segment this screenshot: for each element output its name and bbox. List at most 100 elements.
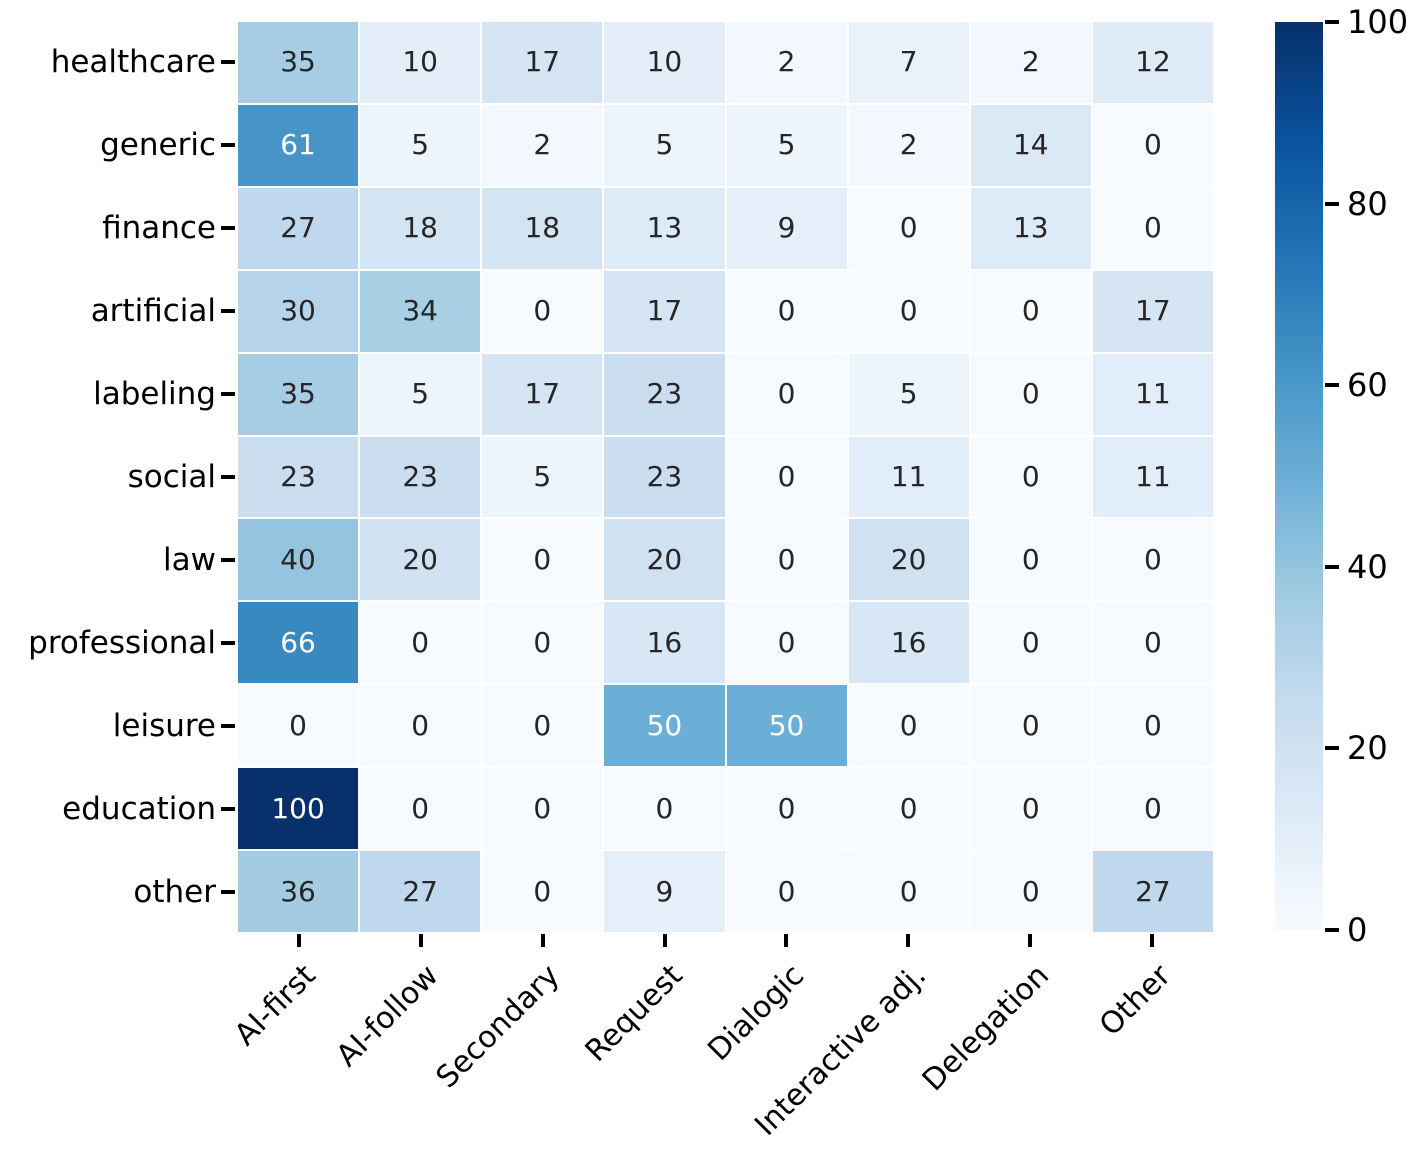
heatmap-cell: 5 [726,104,847,186]
heatmap-cell: 50 [726,685,847,767]
heatmap-cell: 13 [604,187,725,269]
heatmap-cell: 0 [848,685,969,767]
y-tick [221,602,236,683]
colorbar [1275,22,1323,930]
heatmap-cell: 23 [238,436,359,518]
heatmap-cell: 5 [360,353,481,435]
heatmap-cell: 0 [1092,602,1213,684]
y-tick [221,768,236,849]
x-tick [604,934,726,947]
colorbar-tick [1325,564,1339,569]
x-axis-label: Delegation [915,958,1056,1099]
heatmap-cell: 66 [238,602,359,684]
colorbar-tick-label: 0 [1347,911,1368,949]
heatmap-cell: 35 [238,353,359,435]
x-tick [238,934,360,947]
heatmap-cell: 10 [360,22,481,103]
x-axis-label: Other [1092,958,1178,1043]
y-tick [221,271,236,352]
heatmap-cell: 0 [482,768,603,850]
heatmap-cell: 7 [848,22,969,103]
heatmap-cell: 17 [604,270,725,352]
x-axis-label: AI-first [228,958,323,1053]
heatmap-cell: 27 [1092,851,1213,932]
heatmap-grid: 35 10 17 10 2 7 2 12 61 5 2 5 5 2 14 0 27 18 18 13 9 0 13 0 30 34… [238,22,1213,932]
x-axis-label: Dialogic [701,958,812,1068]
heatmap-cell: 0 [970,270,1091,352]
y-axis-label: leisure [112,707,216,744]
colorbar-tick [1325,201,1339,206]
colorbar-tick [1325,383,1339,388]
x-axis-ticks [238,934,1213,947]
heatmap-cell: 12 [1092,22,1213,103]
heatmap-cell: 0 [970,519,1091,601]
x-axis-label: AI-follow [329,958,445,1074]
heatmap-cell: 0 [482,685,603,767]
colorbar-tick [1325,20,1339,24]
heatmap-cell: 23 [360,436,481,518]
x-tick [969,934,1091,947]
heatmap-cell: 0 [726,851,847,932]
heatmap-cell: 20 [848,519,969,601]
y-tick [221,354,236,435]
heatmap-cell: 2 [726,22,847,103]
colorbar-tick-label: 40 [1347,547,1388,586]
heatmap-cell: 0 [726,270,847,352]
heatmap-cell: 0 [848,851,969,932]
heatmap-cell: 2 [848,104,969,186]
colorbar-tick-label: 20 [1347,729,1388,768]
heatmap-cell: 5 [360,104,481,186]
heatmap-cell: 0 [970,768,1091,850]
y-tick [221,105,236,186]
heatmap-cell: 20 [360,519,481,601]
x-tick [360,934,482,947]
heatmap-cell: 0 [1092,519,1213,601]
heatmap-cell: 18 [482,187,603,269]
heatmap-cell: 0 [360,685,481,767]
x-tick [482,934,604,947]
x-tick [847,934,969,947]
heatmap-cell: 17 [1092,270,1213,352]
heatmap-cell: 0 [970,851,1091,932]
heatmap-cell: 0 [726,768,847,850]
colorbar-tick-label: 80 [1347,184,1388,223]
heatmap-cell: 100 [238,768,359,850]
x-axis-label: Secondary [429,958,568,1096]
heatmap-cell: 0 [482,270,603,352]
heatmap-cell: 11 [848,436,969,518]
colorbar-tick-label: 100 [1347,3,1409,41]
heatmap-cell: 0 [238,685,359,767]
heatmap-cell: 11 [1092,353,1213,435]
y-axis-label: finance [102,210,216,247]
y-axis-labels: healthcare generic finance artificial labeli… [0,22,216,932]
heatmap-cell: 13 [970,187,1091,269]
heatmap-cell: 0 [970,353,1091,435]
y-axis-label: healthcare [50,44,216,81]
x-axis-label: Request [578,958,690,1069]
heatmap-cell: 0 [1092,768,1213,850]
heatmap-cell: 0 [1092,187,1213,269]
heatmap-cell: 36 [238,851,359,932]
heatmap-cell: 0 [360,602,481,684]
heatmap-cell: 14 [970,104,1091,186]
heatmap-cell: 27 [238,187,359,269]
y-axis-label: professional [28,624,216,661]
colorbar-tick [1325,928,1339,932]
y-axis-label: labeling [93,376,216,413]
heatmap-cell: 0 [482,851,603,932]
heatmap-cell: 0 [1092,104,1213,186]
heatmap-cell: 5 [604,104,725,186]
y-tick [221,437,236,518]
heatmap-cell: 0 [604,768,725,850]
y-axis-label: artificial [90,293,216,330]
y-tick [221,685,236,766]
heatmap-cell: 16 [848,602,969,684]
heatmap-cell: 2 [970,22,1091,103]
y-axis-label: law [163,541,216,578]
x-tick [1091,934,1213,947]
y-axis-label: education [62,790,216,827]
y-tick [221,519,236,600]
y-axis-label: other [133,873,216,910]
heatmap-cell: 30 [238,270,359,352]
heatmap-cell: 17 [482,353,603,435]
